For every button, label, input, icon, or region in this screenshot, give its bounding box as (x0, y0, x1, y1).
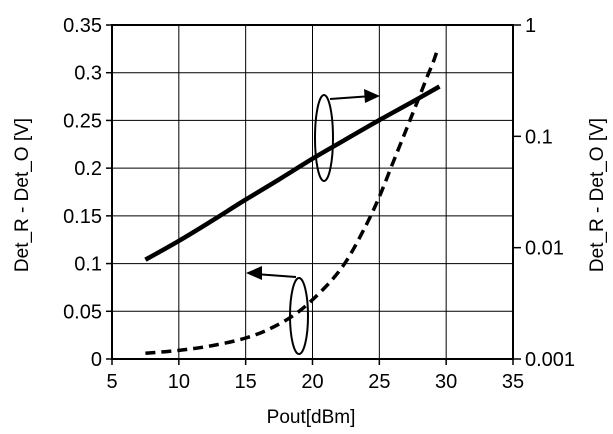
right-y-tick-label: 0.1 (525, 126, 553, 148)
series-ellipse-marker (289, 277, 309, 355)
x-tick-label: 10 (168, 371, 190, 393)
grid (111, 24, 514, 360)
x-tick-label: 25 (368, 371, 390, 393)
left-y-tick-label: 0.3 (74, 63, 102, 85)
x-tick-label: 15 (235, 371, 257, 393)
right-y-tick-label: 0.001 (525, 349, 575, 371)
right-axis-arrowhead (364, 89, 380, 103)
left-y-tick-label: 0.2 (74, 158, 102, 180)
x-tick-label: 5 (106, 371, 117, 393)
right-y-axis-label: Det_R - Det_O [V] (587, 118, 608, 272)
series-group (144, 51, 441, 356)
x-axis-label: Pout[dBm] (267, 407, 356, 428)
right-y-tick-label: 1 (525, 15, 536, 37)
left-y-tick-label: 0.05 (63, 301, 102, 323)
left-y-axis-ticks: 0 0.05 0.1 0.15 0.2 0.25 0.3 0.35 (63, 15, 112, 371)
x-axis-ticks: 5 10 15 20 25 30 35 (106, 359, 524, 393)
left-y-tick-label: 0.15 (63, 206, 102, 228)
left-y-tick-label: 0 (91, 349, 102, 371)
left-axis-arrowhead (246, 266, 262, 280)
right-y-tick-label: 0.01 (525, 238, 564, 260)
x-tick-label: 35 (502, 371, 524, 393)
series-ellipse-marker (314, 94, 334, 182)
series-line-right-axis (144, 84, 441, 262)
left-y-axis-label: Det_R - Det_O [V] (12, 118, 33, 272)
right-y-axis-ticks: 0.001 0.01 0.1 1 (513, 15, 575, 371)
left-y-tick-label: 0.1 (74, 254, 102, 276)
series-line-left-axis (145, 51, 439, 356)
left-y-tick-label: 0.35 (63, 15, 102, 37)
x-tick-label: 30 (435, 371, 457, 393)
annotations (246, 89, 380, 355)
left-y-tick-label: 0.25 (63, 110, 102, 132)
x-tick-label: 20 (301, 371, 323, 393)
